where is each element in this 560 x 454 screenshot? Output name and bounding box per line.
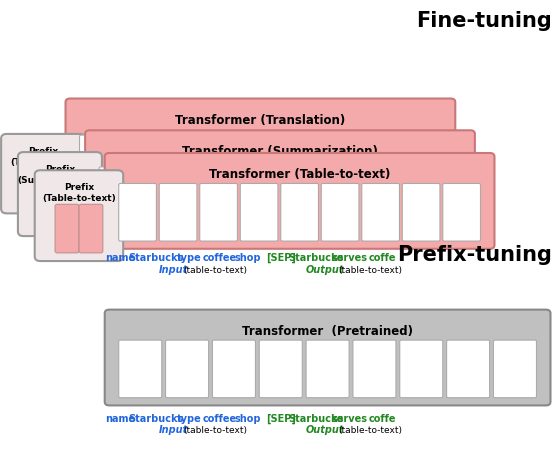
FancyBboxPatch shape bbox=[99, 167, 137, 209]
FancyBboxPatch shape bbox=[120, 135, 158, 178]
FancyBboxPatch shape bbox=[119, 183, 156, 241]
Text: shop: shop bbox=[234, 253, 261, 263]
Text: (table-to-text): (table-to-text) bbox=[339, 266, 403, 275]
FancyBboxPatch shape bbox=[60, 183, 82, 228]
Text: Transformer (Translation): Transformer (Translation) bbox=[175, 114, 346, 127]
Text: coffee: coffee bbox=[203, 414, 236, 424]
Text: Prefix-tuning: Prefix-tuning bbox=[396, 245, 552, 265]
FancyBboxPatch shape bbox=[1, 134, 85, 213]
FancyBboxPatch shape bbox=[323, 135, 360, 178]
Text: name: name bbox=[105, 253, 136, 263]
FancyBboxPatch shape bbox=[35, 170, 123, 261]
FancyBboxPatch shape bbox=[362, 183, 399, 241]
FancyBboxPatch shape bbox=[105, 153, 494, 249]
FancyBboxPatch shape bbox=[363, 135, 401, 178]
Text: Starbucks: Starbucks bbox=[128, 414, 183, 424]
Text: serves: serves bbox=[332, 253, 368, 263]
Text: Prefix
(Table-to-text): Prefix (Table-to-text) bbox=[42, 183, 116, 203]
Text: Transformer (Summarization): Transformer (Summarization) bbox=[182, 145, 378, 158]
FancyBboxPatch shape bbox=[353, 340, 396, 398]
Text: Transformer (Table-to-text): Transformer (Table-to-text) bbox=[209, 168, 390, 181]
Text: Prefix
(Translation): Prefix (Translation) bbox=[11, 147, 76, 167]
Text: Output: Output bbox=[306, 265, 344, 275]
FancyBboxPatch shape bbox=[66, 99, 455, 185]
FancyBboxPatch shape bbox=[302, 167, 339, 209]
Text: (table-to-text): (table-to-text) bbox=[339, 426, 403, 435]
FancyBboxPatch shape bbox=[105, 310, 550, 405]
FancyBboxPatch shape bbox=[423, 167, 461, 209]
Text: coffe: coffe bbox=[368, 253, 396, 263]
FancyBboxPatch shape bbox=[79, 204, 103, 253]
Text: Input: Input bbox=[159, 265, 188, 275]
FancyBboxPatch shape bbox=[200, 183, 237, 241]
FancyBboxPatch shape bbox=[306, 340, 349, 398]
Text: Transformer  (Pretrained): Transformer (Pretrained) bbox=[242, 325, 413, 338]
FancyBboxPatch shape bbox=[201, 135, 239, 178]
FancyBboxPatch shape bbox=[241, 135, 279, 178]
FancyBboxPatch shape bbox=[404, 135, 441, 178]
Text: coffe: coffe bbox=[368, 414, 396, 424]
FancyBboxPatch shape bbox=[493, 340, 536, 398]
FancyBboxPatch shape bbox=[259, 340, 302, 398]
Text: (table-to-text): (table-to-text) bbox=[184, 426, 248, 435]
FancyBboxPatch shape bbox=[261, 167, 299, 209]
FancyBboxPatch shape bbox=[240, 183, 278, 241]
FancyBboxPatch shape bbox=[382, 167, 421, 209]
FancyBboxPatch shape bbox=[139, 167, 178, 209]
Text: Starbucks: Starbucks bbox=[128, 253, 183, 263]
FancyBboxPatch shape bbox=[400, 340, 443, 398]
FancyBboxPatch shape bbox=[282, 135, 320, 178]
Text: type: type bbox=[177, 253, 202, 263]
Text: coffee: coffee bbox=[203, 253, 236, 263]
FancyBboxPatch shape bbox=[342, 167, 380, 209]
FancyBboxPatch shape bbox=[85, 130, 475, 217]
FancyBboxPatch shape bbox=[402, 183, 440, 241]
FancyBboxPatch shape bbox=[281, 183, 319, 241]
Text: shop: shop bbox=[234, 414, 261, 424]
Text: type: type bbox=[177, 414, 202, 424]
Text: Starbucks: Starbucks bbox=[289, 253, 344, 263]
FancyBboxPatch shape bbox=[321, 183, 359, 241]
Text: Input: Input bbox=[159, 425, 188, 435]
FancyBboxPatch shape bbox=[43, 163, 66, 205]
FancyBboxPatch shape bbox=[180, 167, 218, 209]
FancyBboxPatch shape bbox=[119, 340, 162, 398]
FancyBboxPatch shape bbox=[80, 135, 117, 178]
FancyBboxPatch shape bbox=[55, 204, 79, 253]
Text: [SEP]: [SEP] bbox=[266, 253, 296, 263]
Text: serves: serves bbox=[332, 414, 368, 424]
Text: name: name bbox=[105, 414, 136, 424]
FancyBboxPatch shape bbox=[446, 340, 489, 398]
FancyBboxPatch shape bbox=[443, 183, 480, 241]
FancyBboxPatch shape bbox=[161, 135, 198, 178]
Text: [SEP]: [SEP] bbox=[266, 414, 296, 424]
FancyBboxPatch shape bbox=[18, 152, 102, 236]
Text: (table-to-text): (table-to-text) bbox=[184, 266, 248, 275]
FancyBboxPatch shape bbox=[159, 183, 197, 241]
Text: Starbucks: Starbucks bbox=[289, 414, 344, 424]
FancyBboxPatch shape bbox=[221, 167, 258, 209]
Text: Fine-tuning: Fine-tuning bbox=[416, 11, 552, 31]
FancyBboxPatch shape bbox=[212, 340, 255, 398]
FancyBboxPatch shape bbox=[166, 340, 209, 398]
FancyBboxPatch shape bbox=[38, 183, 60, 228]
Text: Prefix
(Summarization): Prefix (Summarization) bbox=[17, 165, 102, 185]
FancyBboxPatch shape bbox=[21, 163, 43, 205]
Text: Output: Output bbox=[306, 425, 344, 435]
